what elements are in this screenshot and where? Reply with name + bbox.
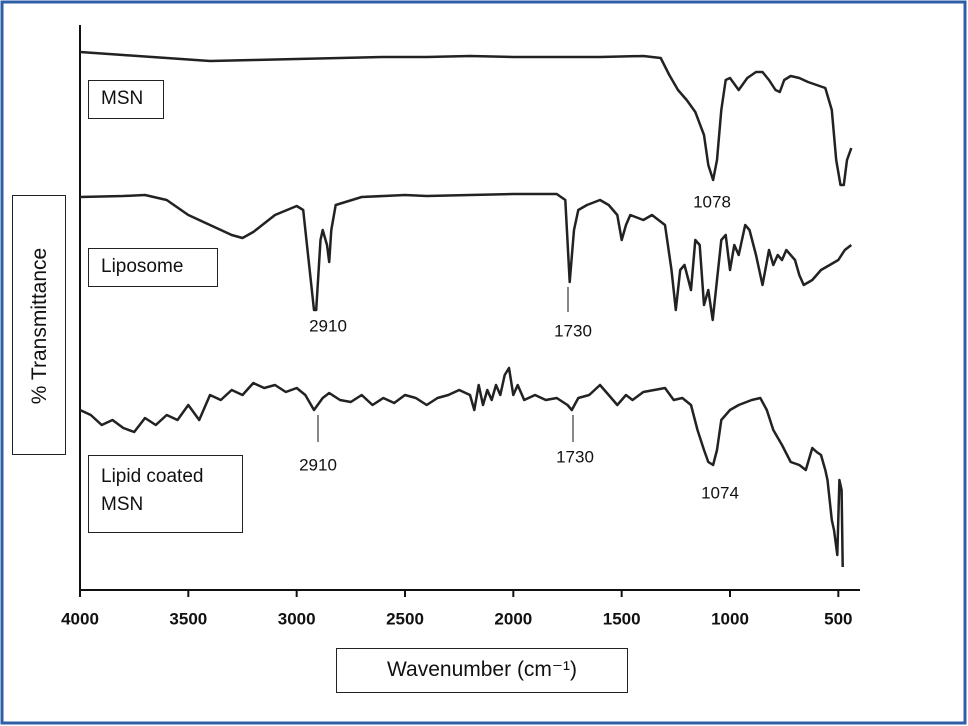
peak-label: 1074 <box>701 483 739 502</box>
x-tick-label: 500 <box>824 609 852 628</box>
y-label: % Transmittance <box>28 247 51 405</box>
spectrum-line <box>79 50 853 187</box>
y-label-box: % Transmittance <box>12 195 66 455</box>
spectrum-line <box>79 192 853 322</box>
legend-label: MSN <box>88 80 164 119</box>
x-tick-label: 2000 <box>494 609 532 628</box>
x-tick-label: 4000 <box>61 609 99 628</box>
legend-text: Lipid coated MSN <box>101 466 204 515</box>
peak-label: 1730 <box>554 321 592 340</box>
x-tick-label: 1000 <box>711 609 749 628</box>
x-tick-label: 1500 <box>603 609 641 628</box>
peak-label: 2910 <box>309 316 347 335</box>
x-tick-label: 3000 <box>278 609 316 628</box>
peak-label: 1730 <box>556 447 594 466</box>
peak-label: 2910 <box>299 455 337 474</box>
x-tick-label: 3500 <box>169 609 207 628</box>
x-label: Wavenumber (cm⁻¹) <box>336 648 628 693</box>
x-tick-label: 2500 <box>386 609 424 628</box>
legend-label: Liposome <box>88 248 218 287</box>
legend-label: Lipid coated MSN <box>88 455 243 533</box>
peak-label: 1078 <box>693 192 731 211</box>
spectrum-line <box>79 366 844 568</box>
